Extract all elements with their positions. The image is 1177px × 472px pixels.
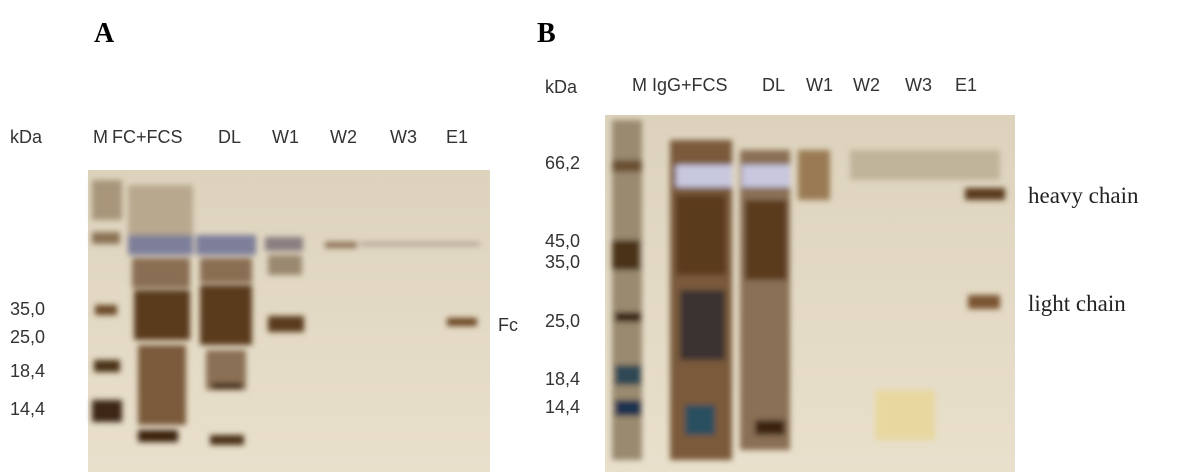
lane-label: W3 bbox=[390, 128, 417, 146]
lane-label: M bbox=[93, 128, 108, 146]
lane-label: DL bbox=[218, 128, 241, 146]
marker-label: 18,4 bbox=[545, 370, 580, 388]
lane-label: W2 bbox=[330, 128, 357, 146]
lane-label: W3 bbox=[905, 76, 932, 94]
lane-label: E1 bbox=[446, 128, 468, 146]
lane-label: M bbox=[632, 76, 647, 94]
annotation: Fc bbox=[498, 316, 518, 334]
gel-images bbox=[0, 0, 1177, 472]
marker-label: 35,0 bbox=[545, 253, 580, 271]
gel-b bbox=[605, 115, 1015, 472]
marker-label: 18,4 bbox=[10, 362, 45, 380]
lane-label: E1 bbox=[955, 76, 977, 94]
marker-label: 45,0 bbox=[545, 232, 580, 250]
annotation: heavy chain bbox=[1028, 184, 1138, 207]
panel-label: B bbox=[537, 20, 556, 48]
lane-label: IgG+FCS bbox=[652, 76, 728, 94]
lane-label: W2 bbox=[853, 76, 880, 94]
lane-label: W1 bbox=[272, 128, 299, 146]
figure: A kDa M FC+FCS DL W1 W2 W3 E1 35,0 25,0 … bbox=[0, 0, 1177, 472]
unit-label: kDa bbox=[545, 78, 577, 96]
unit-label: kDa bbox=[10, 128, 42, 146]
marker-label: 14,4 bbox=[10, 400, 45, 418]
marker-label: 25,0 bbox=[545, 312, 580, 330]
marker-label: 66,2 bbox=[545, 154, 580, 172]
gel-a bbox=[88, 170, 490, 472]
marker-label: 14,4 bbox=[545, 398, 580, 416]
lane-label: DL bbox=[762, 76, 785, 94]
annotation: light chain bbox=[1028, 292, 1126, 315]
marker-label: 25,0 bbox=[10, 328, 45, 346]
panel-label: A bbox=[94, 20, 114, 48]
lane-label: FC+FCS bbox=[112, 128, 183, 146]
lane-label: W1 bbox=[806, 76, 833, 94]
marker-label: 35,0 bbox=[10, 300, 45, 318]
